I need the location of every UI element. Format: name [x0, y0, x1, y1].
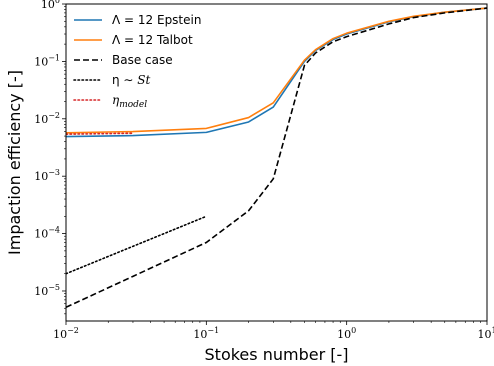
legend-label: Base case [112, 53, 173, 67]
x-axis-label: Stokes number [-] [205, 345, 349, 364]
series-line-3 [66, 215, 208, 275]
y-tick-label: 10−1 [34, 53, 60, 68]
legend-label: ηmodel [112, 93, 147, 110]
y-tick-label: 10−3 [34, 168, 60, 183]
y-tick-label: 10−5 [34, 283, 60, 298]
legend-label: η ∼ St [112, 73, 151, 87]
ticks-layer: 10−2 10−1 100 101 10−5 10−4 10−3 10−2 10−1 100 [34, 0, 494, 341]
plot-frame [65, 3, 488, 322]
x-tick-label: 100 [337, 326, 356, 341]
x-tick-label: 10−2 [53, 326, 79, 341]
legend-label: Λ = 12 Talbot [112, 33, 193, 47]
series-line-2 [66, 7, 487, 309]
series-layer [66, 7, 487, 309]
y-tick-label: 10−4 [34, 226, 60, 241]
x-tick-label: 101 [477, 326, 494, 341]
x-tick-label: 10−1 [193, 326, 219, 341]
legend: Λ = 12 Epstein Λ = 12 Talbot Base case η ∼ … [73, 13, 201, 110]
y-axis-label: Impaction efficiency [-] [5, 70, 24, 255]
series-line-4 [66, 132, 134, 135]
legend-label: Λ = 12 Epstein [112, 13, 201, 27]
y-tick-label: 10−2 [34, 111, 60, 126]
series-line-1 [66, 7, 487, 134]
y-tick-label: 100 [41, 0, 60, 11]
